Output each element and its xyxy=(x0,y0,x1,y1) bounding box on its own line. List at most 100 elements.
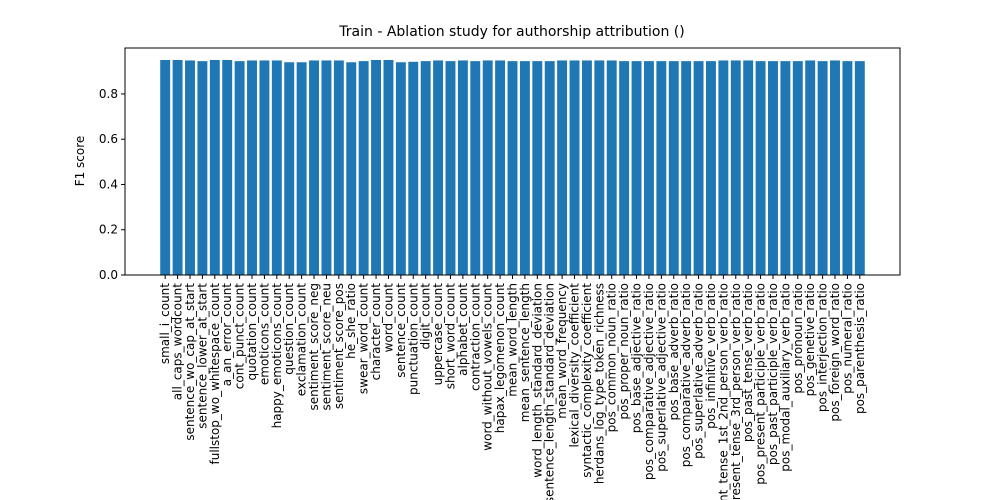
x-tick-label: pos_past_participle_verb_ratio xyxy=(766,283,780,465)
x-tick-label: pos_proper_noun_ratio xyxy=(617,283,631,420)
x-tick-label: mean_word_frequency xyxy=(555,283,569,419)
bar xyxy=(519,61,530,276)
bar xyxy=(395,62,406,275)
bar xyxy=(209,59,220,276)
bar xyxy=(222,59,233,276)
bar xyxy=(185,60,195,275)
x-tick-label: pos_present_tense_1st_2nd_person_verb_ra… xyxy=(716,283,730,500)
y-tick-label: 0.6 xyxy=(99,132,118,146)
x-tick-label: hapax_legomenon_count xyxy=(493,283,507,433)
x-tick-label: punctuation_count xyxy=(406,283,420,395)
bar xyxy=(296,62,307,275)
x-tick-label: happy_emoticons_count xyxy=(270,283,284,429)
x-tick-label: sentiment_score_pos xyxy=(332,283,346,409)
bar xyxy=(259,60,270,275)
x-tick-label: sentence_length_standard_deviation xyxy=(543,283,557,500)
bar xyxy=(606,60,617,275)
y-tick-label: 0.2 xyxy=(99,223,118,237)
bar xyxy=(768,61,778,276)
x-tick-label: fullstop_wo_whitespace_count xyxy=(208,283,222,465)
bar xyxy=(792,61,803,276)
bar xyxy=(408,61,419,275)
y-tick-label: 0.0 xyxy=(99,268,118,282)
bar xyxy=(581,60,592,275)
x-tick-label: all_caps_wordcount xyxy=(171,283,185,400)
x-tick-label: pos_past_tense_verb_ratio xyxy=(741,283,755,442)
y-tick-label: 0.8 xyxy=(99,87,118,101)
x-tick-label: pos_foreign_word_ratio xyxy=(828,283,842,422)
x-tick-label: a_an_error_count xyxy=(220,283,234,387)
x-tick-label: pos_interjection_ratio xyxy=(816,283,830,412)
bar xyxy=(495,60,506,275)
bar xyxy=(557,60,568,275)
x-tick-label: sentence_count xyxy=(394,283,408,378)
x-tick-label: short_word_count xyxy=(443,283,457,389)
bar xyxy=(507,61,518,276)
x-tick-label: sentiment_score_neg xyxy=(307,283,321,411)
x-tick-label: contraction_count xyxy=(468,283,482,391)
bar xyxy=(730,60,741,275)
bar xyxy=(333,60,344,275)
x-tick-label: character_count xyxy=(369,283,383,381)
x-tick-label: mean_sentence_length xyxy=(518,283,532,422)
x-tick-label: pos_superlative_adjective_ratio xyxy=(654,283,668,472)
bar xyxy=(743,60,754,275)
x-tick-label: herdans_log_type_token_richness xyxy=(592,283,606,484)
plot-frame xyxy=(124,47,901,276)
bar xyxy=(420,61,431,276)
x-tick-label: pos_comparative_adverb_ratio xyxy=(679,283,693,467)
x-tick-label: pos_pronoun_ratio xyxy=(791,283,805,394)
x-tick-label: sentence_wo_cap_at_start xyxy=(183,283,197,441)
bar xyxy=(594,60,605,275)
bar xyxy=(817,61,828,276)
x-tick-label: pos_genetive_ratio xyxy=(803,283,817,396)
bar xyxy=(569,60,580,275)
x-tick-label: mean_word_length xyxy=(506,283,520,397)
bar xyxy=(346,62,357,275)
x-tick-label: quotation_count xyxy=(245,283,259,381)
chart-title: Train - Ablation study for authorship at… xyxy=(338,24,684,40)
bar xyxy=(284,62,295,275)
bar xyxy=(271,60,282,275)
bar xyxy=(681,61,692,276)
x-tick-label: word_without_vowels_count xyxy=(481,283,495,451)
bar xyxy=(631,61,642,276)
bar xyxy=(643,61,654,276)
y-axis-label: F1 score xyxy=(73,136,87,187)
bar xyxy=(160,59,171,276)
bar xyxy=(433,60,444,275)
y-tick-label: 0.4 xyxy=(99,177,118,191)
x-tick-label: exclamation_count xyxy=(295,283,309,397)
bar xyxy=(197,61,208,276)
bar xyxy=(309,60,319,275)
bar xyxy=(656,61,667,276)
bar xyxy=(830,60,840,275)
x-tick-label: alphabet_count xyxy=(456,283,470,376)
x-tick-label: lexical_diversity_coefficient xyxy=(568,283,582,448)
x-tick-label: sentence_lower_at_start xyxy=(195,283,209,429)
x-tick-label: question_count xyxy=(282,283,296,375)
bar xyxy=(693,61,704,276)
x-tick-label: pos_infinitive_verb_ratio xyxy=(704,283,718,429)
bar xyxy=(247,60,257,275)
bar xyxy=(780,61,791,276)
x-tick-label: pos_present_tense_3rd_person_verb_ratio xyxy=(729,283,743,500)
x-tick-label: pos_common_noun_ratio xyxy=(605,283,619,432)
bar xyxy=(383,59,394,276)
x-tick-label: emoticons_count xyxy=(257,283,271,385)
x-tick-label: pos_superlative_adverb_ratio xyxy=(692,283,706,459)
bar xyxy=(321,60,332,275)
x-tick-label: uppercase_count xyxy=(431,283,445,386)
bar xyxy=(842,61,853,276)
bar xyxy=(482,60,493,275)
bar xyxy=(172,59,183,276)
x-tick-label: small_i_count xyxy=(158,283,172,364)
bar xyxy=(718,60,729,275)
bar xyxy=(234,61,245,276)
bar xyxy=(445,61,456,276)
bar xyxy=(805,60,816,275)
bar xyxy=(358,61,369,276)
x-tick-label: swear_word_count xyxy=(357,283,371,394)
bar xyxy=(470,61,481,276)
